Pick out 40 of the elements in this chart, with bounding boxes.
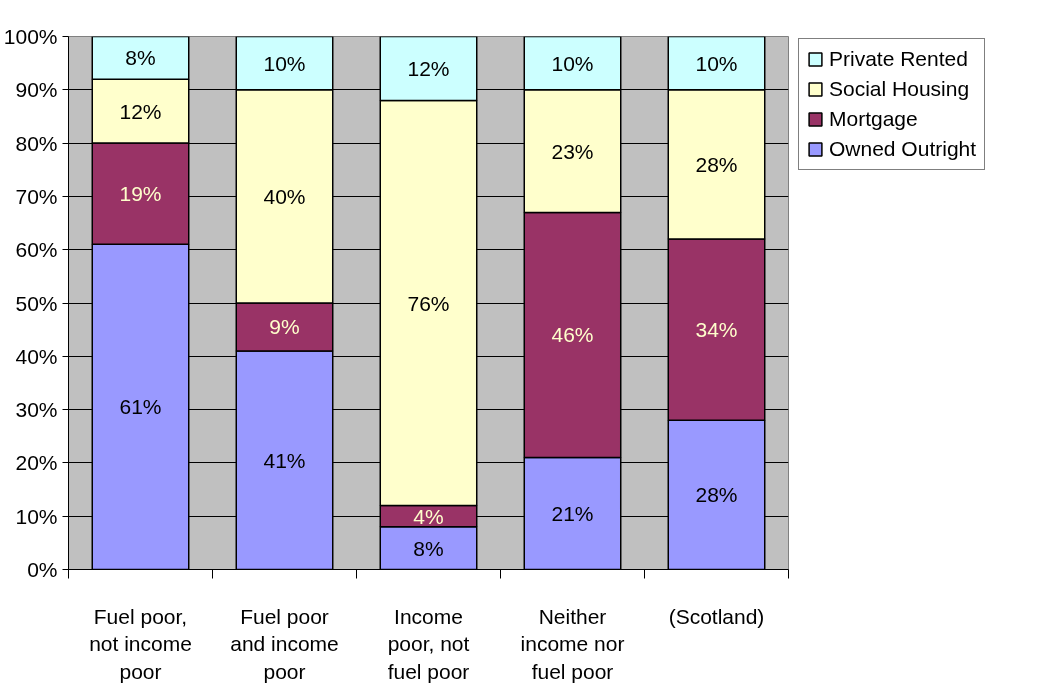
- data-label: 4%: [413, 504, 444, 528]
- data-label: 21%: [551, 502, 594, 526]
- data-label: 61%: [119, 395, 162, 419]
- data-label: 76%: [407, 291, 450, 315]
- data-label: 10%: [695, 51, 738, 75]
- data-label: 8%: [413, 536, 444, 560]
- data-label: 9%: [269, 315, 300, 339]
- x-tick-label: Neither income nor fuel poor: [520, 604, 625, 683]
- data-label: 28%: [695, 483, 738, 507]
- y-tick-label: 50%: [15, 291, 58, 315]
- data-label: 28%: [695, 152, 738, 176]
- x-tick-label: Fuel poor and income poor: [230, 604, 339, 683]
- y-tick-label: 60%: [15, 238, 58, 262]
- y-tick-label: 10%: [15, 504, 58, 528]
- y-tick-label: 70%: [15, 184, 58, 208]
- data-label: 23%: [551, 139, 594, 163]
- x-tick-label: Income poor, not fuel poor: [387, 604, 470, 683]
- data-label: 19%: [119, 182, 162, 206]
- legend-label: Mortgage: [829, 107, 918, 131]
- data-label: 8%: [125, 46, 156, 70]
- data-label: 34%: [695, 318, 738, 342]
- data-label: 10%: [263, 51, 306, 75]
- y-tick-label: 40%: [15, 344, 58, 368]
- x-tick-label: Fuel poor, not income poor: [89, 604, 192, 683]
- legend-label: Social Housing: [829, 77, 970, 101]
- y-tick-label: 0%: [27, 558, 58, 581]
- legend-label: Private Rented: [829, 47, 968, 71]
- data-label: 40%: [263, 184, 306, 208]
- data-label: 12%: [119, 99, 162, 123]
- y-tick-label: 80%: [15, 131, 58, 155]
- y-tick-label: 20%: [15, 451, 58, 475]
- x-tick-label: (Scotland): [668, 604, 765, 628]
- legend-label: Owned Outright: [829, 137, 977, 161]
- y-tick-label: 100%: [3, 25, 58, 48]
- y-tick-label: 90%: [15, 78, 58, 102]
- data-label: 12%: [407, 56, 450, 80]
- data-label: 41%: [263, 448, 306, 472]
- data-label: 10%: [551, 51, 594, 75]
- y-tick-label: 30%: [15, 398, 58, 422]
- data-label: 46%: [551, 323, 594, 347]
